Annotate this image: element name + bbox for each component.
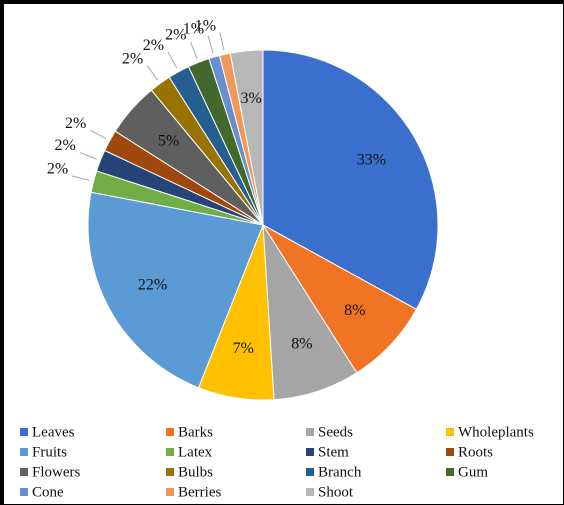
legend-swatch: [20, 428, 28, 436]
legend-label: Stem: [318, 444, 349, 460]
pie-slice: [87, 191, 264, 389]
legend-label: Branch: [318, 464, 362, 480]
leader-line: [190, 41, 198, 59]
legend-swatch: [306, 468, 314, 476]
legend-label: Wholeplants: [458, 424, 534, 440]
data-label: 2%: [55, 137, 76, 154]
data-label: 22%: [138, 276, 167, 293]
legend-label: Roots: [458, 444, 493, 460]
data-label: 5%: [158, 132, 179, 149]
legend-swatch: [306, 448, 314, 456]
legend-label: Seeds: [318, 424, 353, 440]
legend-swatch: [166, 468, 174, 476]
data-label: 1%: [195, 17, 216, 34]
legend-label: Barks: [178, 424, 213, 440]
data-label: 2%: [47, 161, 68, 178]
leader-line: [167, 52, 178, 69]
legend-label: Bulbs: [178, 464, 213, 480]
legend-label: Gum: [458, 464, 488, 480]
data-label: 3%: [240, 90, 261, 107]
legend-label: Berries: [178, 484, 221, 500]
pie-slice: [262, 49, 439, 310]
data-label: 33%: [357, 152, 386, 169]
legend-swatch: [446, 448, 454, 456]
legend-swatch: [166, 488, 174, 496]
legend-swatch: [20, 448, 28, 456]
legend-swatch: [306, 488, 314, 496]
legend-label: Fruits: [32, 444, 67, 460]
data-label: 7%: [233, 340, 254, 357]
leader-line: [207, 35, 214, 54]
data-label: 2%: [143, 37, 164, 54]
data-label: 2%: [122, 50, 143, 67]
legend-swatch: [20, 488, 28, 496]
data-label: 2%: [165, 27, 186, 44]
legend-swatch: [20, 468, 28, 476]
legend-swatch: [166, 448, 174, 456]
legend-swatch: [306, 428, 314, 436]
chart: 33%8%8%7%22%2%2%2%5%2%2%2%1%1%3%Leaves Ba…: [20, 17, 534, 500]
data-label: 1%: [183, 20, 204, 37]
data-label: 2%: [65, 115, 86, 132]
legend-label: Cone: [32, 484, 64, 500]
pie-slice: [229, 49, 264, 226]
legend-label: Latex: [178, 444, 213, 460]
data-label: 8%: [344, 302, 365, 319]
leader-line: [146, 65, 159, 81]
leader-line: [219, 32, 225, 51]
legend-swatch: [446, 428, 454, 436]
leader-line: [90, 129, 107, 140]
legend-label: Shoot: [318, 484, 354, 500]
data-label: 8%: [291, 336, 312, 353]
legend-label: Flowers: [32, 464, 80, 480]
leader-line: [79, 152, 97, 160]
legend-label: Leaves: [32, 424, 75, 440]
legend-swatch: [446, 468, 454, 476]
leader-line: [72, 175, 90, 181]
legend-swatch: [166, 428, 174, 436]
